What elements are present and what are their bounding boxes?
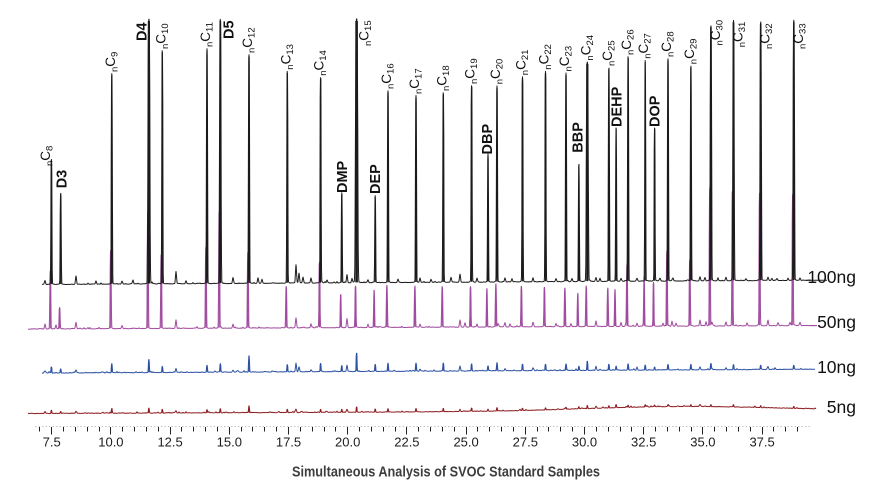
svg-text:17.5: 17.5 <box>276 435 301 450</box>
svg-text:30.0: 30.0 <box>572 435 597 450</box>
svg-text:nC26: nC26 <box>619 29 637 55</box>
svg-text:15.0: 15.0 <box>217 435 242 450</box>
svg-text:7.5: 7.5 <box>43 435 61 450</box>
svg-text:nC10: nC10 <box>153 23 171 49</box>
svg-text:nC11: nC11 <box>198 22 216 47</box>
svg-text:nC19: nC19 <box>463 58 481 84</box>
svg-text:nC21: nC21 <box>514 50 532 76</box>
svg-text:nC14: nC14 <box>312 50 330 76</box>
svg-text:DBP: DBP <box>480 124 496 155</box>
svg-text:10ng: 10ng <box>817 357 856 377</box>
svg-text:nC18: nC18 <box>434 65 452 91</box>
svg-text:nC12: nC12 <box>240 27 258 53</box>
svg-text:nC13: nC13 <box>278 44 296 70</box>
svg-text:25.0: 25.0 <box>453 435 478 450</box>
svg-text:nC8: nC8 <box>38 146 56 166</box>
svg-text:nC22: nC22 <box>537 44 555 70</box>
svg-text:nC29: nC29 <box>682 39 700 65</box>
svg-text:nC25: nC25 <box>600 40 618 66</box>
svg-text:100ng: 100ng <box>807 267 856 287</box>
svg-text:32.5: 32.5 <box>631 435 656 450</box>
svg-text:nC33: nC33 <box>791 23 809 49</box>
svg-text:20.0: 20.0 <box>335 435 360 450</box>
svg-text:27.5: 27.5 <box>513 435 538 450</box>
svg-text:DEP: DEP <box>368 164 384 194</box>
svg-text:nC9: nC9 <box>103 52 121 72</box>
svg-text:5ng: 5ng <box>827 397 856 417</box>
svg-text:nC31: nC31 <box>731 22 749 48</box>
svg-text:BBP: BBP <box>571 122 587 153</box>
svg-text:nC17: nC17 <box>407 68 425 94</box>
svg-text:12.5: 12.5 <box>157 435 182 450</box>
svg-text:DEHP: DEHP <box>610 86 626 127</box>
svg-text:37.5: 37.5 <box>749 435 774 450</box>
svg-text:DMP: DMP <box>335 160 351 193</box>
svg-text:nC15: nC15 <box>357 20 375 46</box>
svg-text:35.0: 35.0 <box>690 435 715 450</box>
svg-text:10.0: 10.0 <box>98 435 123 450</box>
svg-text:DOP: DOP <box>648 95 664 127</box>
svg-text:nC16: nC16 <box>379 63 397 89</box>
svg-text:D5: D5 <box>221 20 237 39</box>
svg-text:22.5: 22.5 <box>394 435 419 450</box>
svg-text:nC20: nC20 <box>488 59 506 85</box>
svg-text:nC24: nC24 <box>578 35 596 61</box>
svg-text:nC30: nC30 <box>708 20 726 46</box>
svg-text:Simultaneous Analysis of SVOC: Simultaneous Analysis of SVOC Standard S… <box>292 465 600 481</box>
svg-text:nC27: nC27 <box>636 33 654 59</box>
svg-text:nC32: nC32 <box>758 23 776 49</box>
svg-text:nC23: nC23 <box>557 46 575 72</box>
svg-text:nC28: nC28 <box>659 31 677 57</box>
svg-text:D3: D3 <box>55 170 71 189</box>
svg-text:D4: D4 <box>134 22 150 41</box>
svg-text:50ng: 50ng <box>817 312 856 332</box>
